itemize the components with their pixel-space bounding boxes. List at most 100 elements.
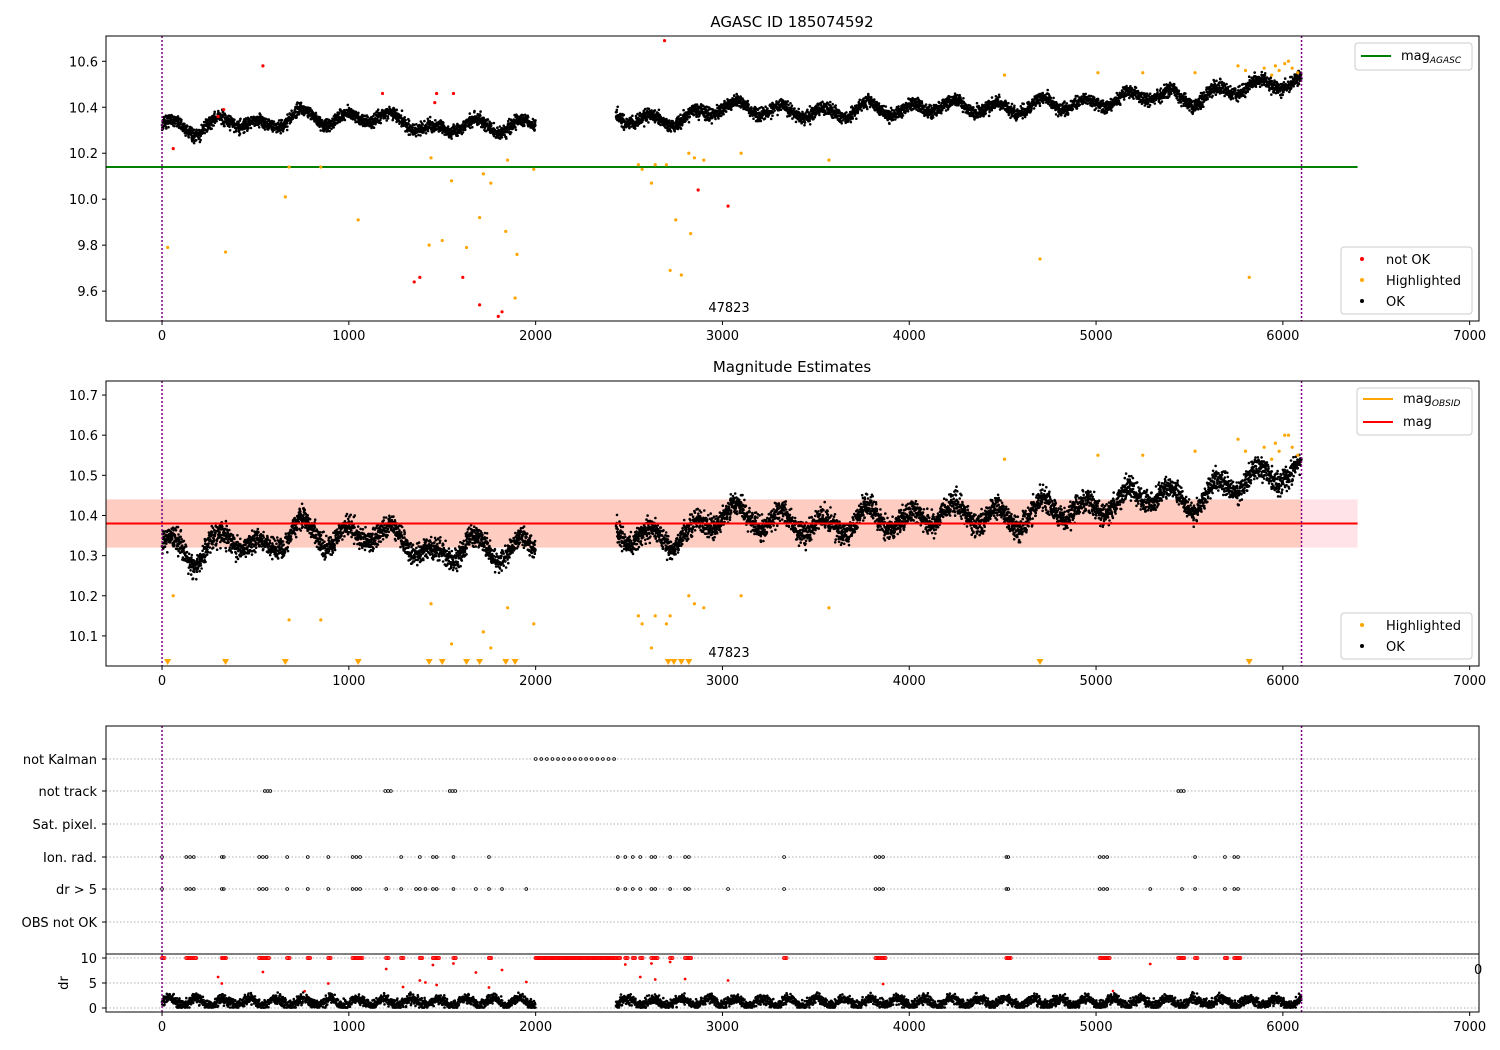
panel1-ok-point [889,106,893,110]
panel1-ok-point [423,119,426,123]
panel1-ok-point [1046,88,1049,92]
panel1-ok-point [982,114,985,118]
panel1-ok-point [224,113,227,117]
panel1-ok-point [797,107,800,111]
panel1-ok-point [771,114,774,117]
panel1-ok-point [167,125,170,129]
panel1-ok-point [688,115,692,118]
panel1-ok-point [730,108,733,111]
panel1-ok-point [320,118,324,122]
panel1-ok-point [468,112,472,115]
panel1-ok-point [337,111,341,114]
panel1-ok-point [831,106,834,110]
panel1-ok-point [988,110,991,114]
panel1-ok-point [175,124,179,128]
panel1-ok-point [834,104,837,107]
panel1-title: AGASC ID 185074592 [710,13,873,31]
panel1-ok-point [1013,104,1016,108]
panel1-ok-point [1041,101,1045,105]
panel1-ok-point [421,123,425,126]
panel1-ok-point [803,123,806,127]
panel1-ok-point [199,134,203,138]
panel1-ok-point [990,96,994,99]
panel1-ok-point [940,111,943,115]
panel1-ok-point [198,136,201,139]
panel1-ok-point [277,119,281,122]
panel1-ok-point [793,107,796,110]
panel1-ok-point [1084,92,1087,96]
panel1-ok-point [673,129,676,133]
panel1-ok-point [514,125,517,129]
panel1-ok-point [395,108,399,112]
panel1-ok-point [1052,96,1055,100]
panel1-ok-point [221,115,224,119]
panel1-ok-point [717,117,720,120]
panel1-ok-point [984,112,987,115]
panel1-ok-point [860,109,863,112]
panel1-ok-point [931,116,935,119]
panel1-ok-point [645,118,649,121]
panel1-ok-point [376,108,380,111]
panel1-ok-point [372,126,376,129]
panel1-ok-point [409,133,412,136]
panel1-ok-point [831,102,834,106]
panel1-ok-point [1078,103,1082,106]
panel1-ok-point [479,114,482,117]
panel1-ok-point [336,121,339,125]
panel1-ok-point [681,122,684,125]
panel1-ok-point [686,118,689,121]
panel1-ok-point [264,117,268,121]
panel1-ok-point [1071,107,1075,111]
panel1-ok-point [764,105,767,108]
panel1-ok-point [829,100,832,104]
panel1-ok-point [671,119,674,123]
panel1-ok-point [1054,113,1058,116]
panel1-ok-point [441,131,444,135]
panel1-ok-point [776,113,779,117]
panel1-ok-point [379,121,383,125]
panel1-ok-point [442,121,445,124]
panel1-ok-point [789,102,792,105]
panel1-ok-point [877,102,881,105]
panel1-ok-point [386,117,390,120]
panel1-ok-point [808,119,811,123]
panel1-ok-point [998,95,1001,99]
panel1-ok-point [657,108,661,112]
panel1-ok-point [1007,113,1011,117]
panel1-ok-point [668,119,671,122]
panel1-ok-point [249,126,253,130]
panel1-ok-point [272,120,276,123]
panel1-ok-point [1032,107,1036,110]
panel1-ok-point [534,119,537,122]
panel1-ok-point [1065,102,1069,105]
panel1-ok-point [884,105,888,108]
panel1-ok-point [286,125,289,128]
panel1-ok-point [920,101,924,105]
panel1-ok-point [888,122,891,125]
panel1-ok-point [929,104,933,108]
panel1-ok-point [1049,96,1053,100]
panel1-ok-point [165,127,168,130]
panel1-ok-point [192,128,196,132]
panel1-ok-point [901,114,905,117]
panel1-ok-point [808,123,812,126]
panel1-ok-point [677,115,680,118]
panel1-ok-point [332,126,336,129]
panel1-ok-point [714,117,717,121]
panel1-ok-point [180,118,183,122]
panel1-ok-point [295,116,298,119]
panel1-ok-point [747,103,750,106]
panel1-ok-point [179,120,183,123]
panel1-ok-point [357,111,360,115]
panel1-ok-point [710,122,714,125]
panel1-ok-point [285,122,289,125]
panel1-ok-point [452,123,455,126]
panel1-ok-point [173,124,176,128]
panel1-ok-point [935,114,938,117]
panel1-ok-point [948,95,952,99]
panel1-ok-point [183,122,186,126]
panel1-ok-point [404,118,407,122]
panel1-ok-point [1010,102,1014,106]
panel1-ok-point [192,141,196,145]
panel1-ok-point [789,114,792,117]
